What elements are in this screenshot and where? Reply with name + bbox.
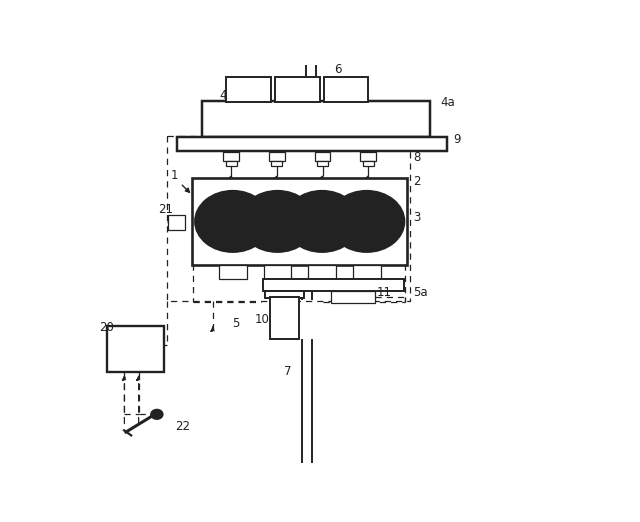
Bar — [331, 291, 374, 303]
Bar — [226, 161, 237, 167]
Bar — [219, 265, 246, 279]
Bar — [264, 265, 291, 279]
Text: 20: 20 — [99, 321, 114, 334]
Bar — [308, 265, 336, 279]
Text: 7: 7 — [284, 365, 292, 378]
Text: 5a: 5a — [413, 286, 428, 299]
Text: #1: #1 — [207, 197, 223, 207]
Circle shape — [315, 220, 329, 231]
Bar — [177, 137, 447, 151]
Circle shape — [226, 220, 240, 231]
Bar — [223, 152, 239, 161]
Text: 1: 1 — [170, 169, 178, 182]
Text: 2: 2 — [413, 175, 421, 188]
Bar — [167, 136, 410, 301]
Bar — [202, 101, 429, 137]
Bar — [363, 161, 374, 167]
Text: 21: 21 — [158, 203, 173, 216]
Bar — [324, 77, 368, 102]
Circle shape — [360, 220, 374, 231]
Text: 3: 3 — [413, 211, 420, 224]
Bar — [168, 215, 185, 230]
Text: 8: 8 — [413, 150, 420, 163]
Circle shape — [284, 191, 360, 252]
Text: #3: #3 — [296, 197, 312, 207]
Bar — [353, 265, 381, 279]
Text: 4a: 4a — [440, 96, 455, 109]
Text: 11: 11 — [376, 286, 392, 299]
Bar — [264, 291, 304, 298]
Text: 9: 9 — [453, 133, 461, 146]
Bar — [271, 161, 282, 167]
Bar — [315, 152, 330, 161]
Bar — [263, 279, 404, 291]
Bar — [269, 152, 285, 161]
Text: 6: 6 — [335, 63, 342, 76]
Bar — [360, 152, 376, 161]
Circle shape — [329, 191, 404, 252]
Bar — [191, 179, 408, 265]
Text: #2: #2 — [251, 197, 268, 207]
Text: #4: #4 — [340, 197, 357, 207]
Text: 4: 4 — [219, 89, 227, 102]
Bar — [227, 77, 271, 102]
Circle shape — [240, 191, 315, 252]
Text: 10: 10 — [255, 313, 269, 326]
Circle shape — [195, 191, 271, 252]
Bar — [270, 297, 299, 339]
Text: 5: 5 — [232, 317, 239, 329]
Circle shape — [151, 410, 163, 419]
Bar — [108, 326, 164, 372]
Circle shape — [271, 220, 284, 231]
Text: 22: 22 — [175, 420, 190, 433]
Bar — [317, 161, 328, 167]
Bar — [275, 77, 319, 102]
